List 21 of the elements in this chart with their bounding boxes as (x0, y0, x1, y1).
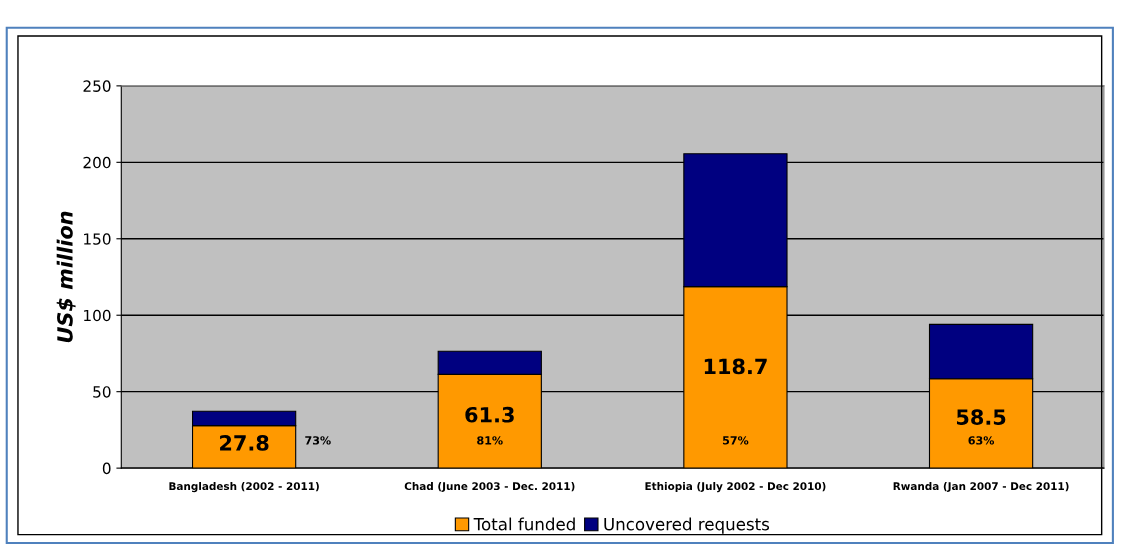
data-label: 27.8 (220, 435, 269, 451)
annotation: 73% (305, 436, 331, 445)
annotation: 63% (968, 436, 995, 445)
y-tick-label: 100 (84, 309, 111, 322)
x-tick-label: Bangladesh (2002 - 2011) (169, 482, 319, 493)
y-tick-label: 0 (102, 462, 111, 475)
x-tick-label: Ethiopia (July 2002 - Dec 2010) (645, 482, 826, 493)
legend-label: Uncovered requests (604, 517, 770, 534)
data-label: 58.5 (956, 409, 1006, 425)
x-tick-label: Rwanda (Jan 2007 - Dec 2011) (893, 482, 1069, 493)
data-label: 118.7 (704, 358, 767, 375)
x-tick-label: Chad (June 2003 - Dec. 2011) (404, 482, 575, 493)
y-axis-title: US$ million (56, 211, 76, 343)
annotation: 57% (722, 436, 749, 445)
y-tick-label: 250 (83, 80, 111, 92)
y-tick-label: 150 (84, 233, 111, 245)
data-label: 61.3 (465, 406, 514, 423)
y-tick-label: 200 (83, 156, 111, 169)
legend-label: Total funded (473, 517, 575, 531)
annotation: 81% (477, 436, 503, 445)
y-tick-label: 50 (93, 386, 111, 398)
